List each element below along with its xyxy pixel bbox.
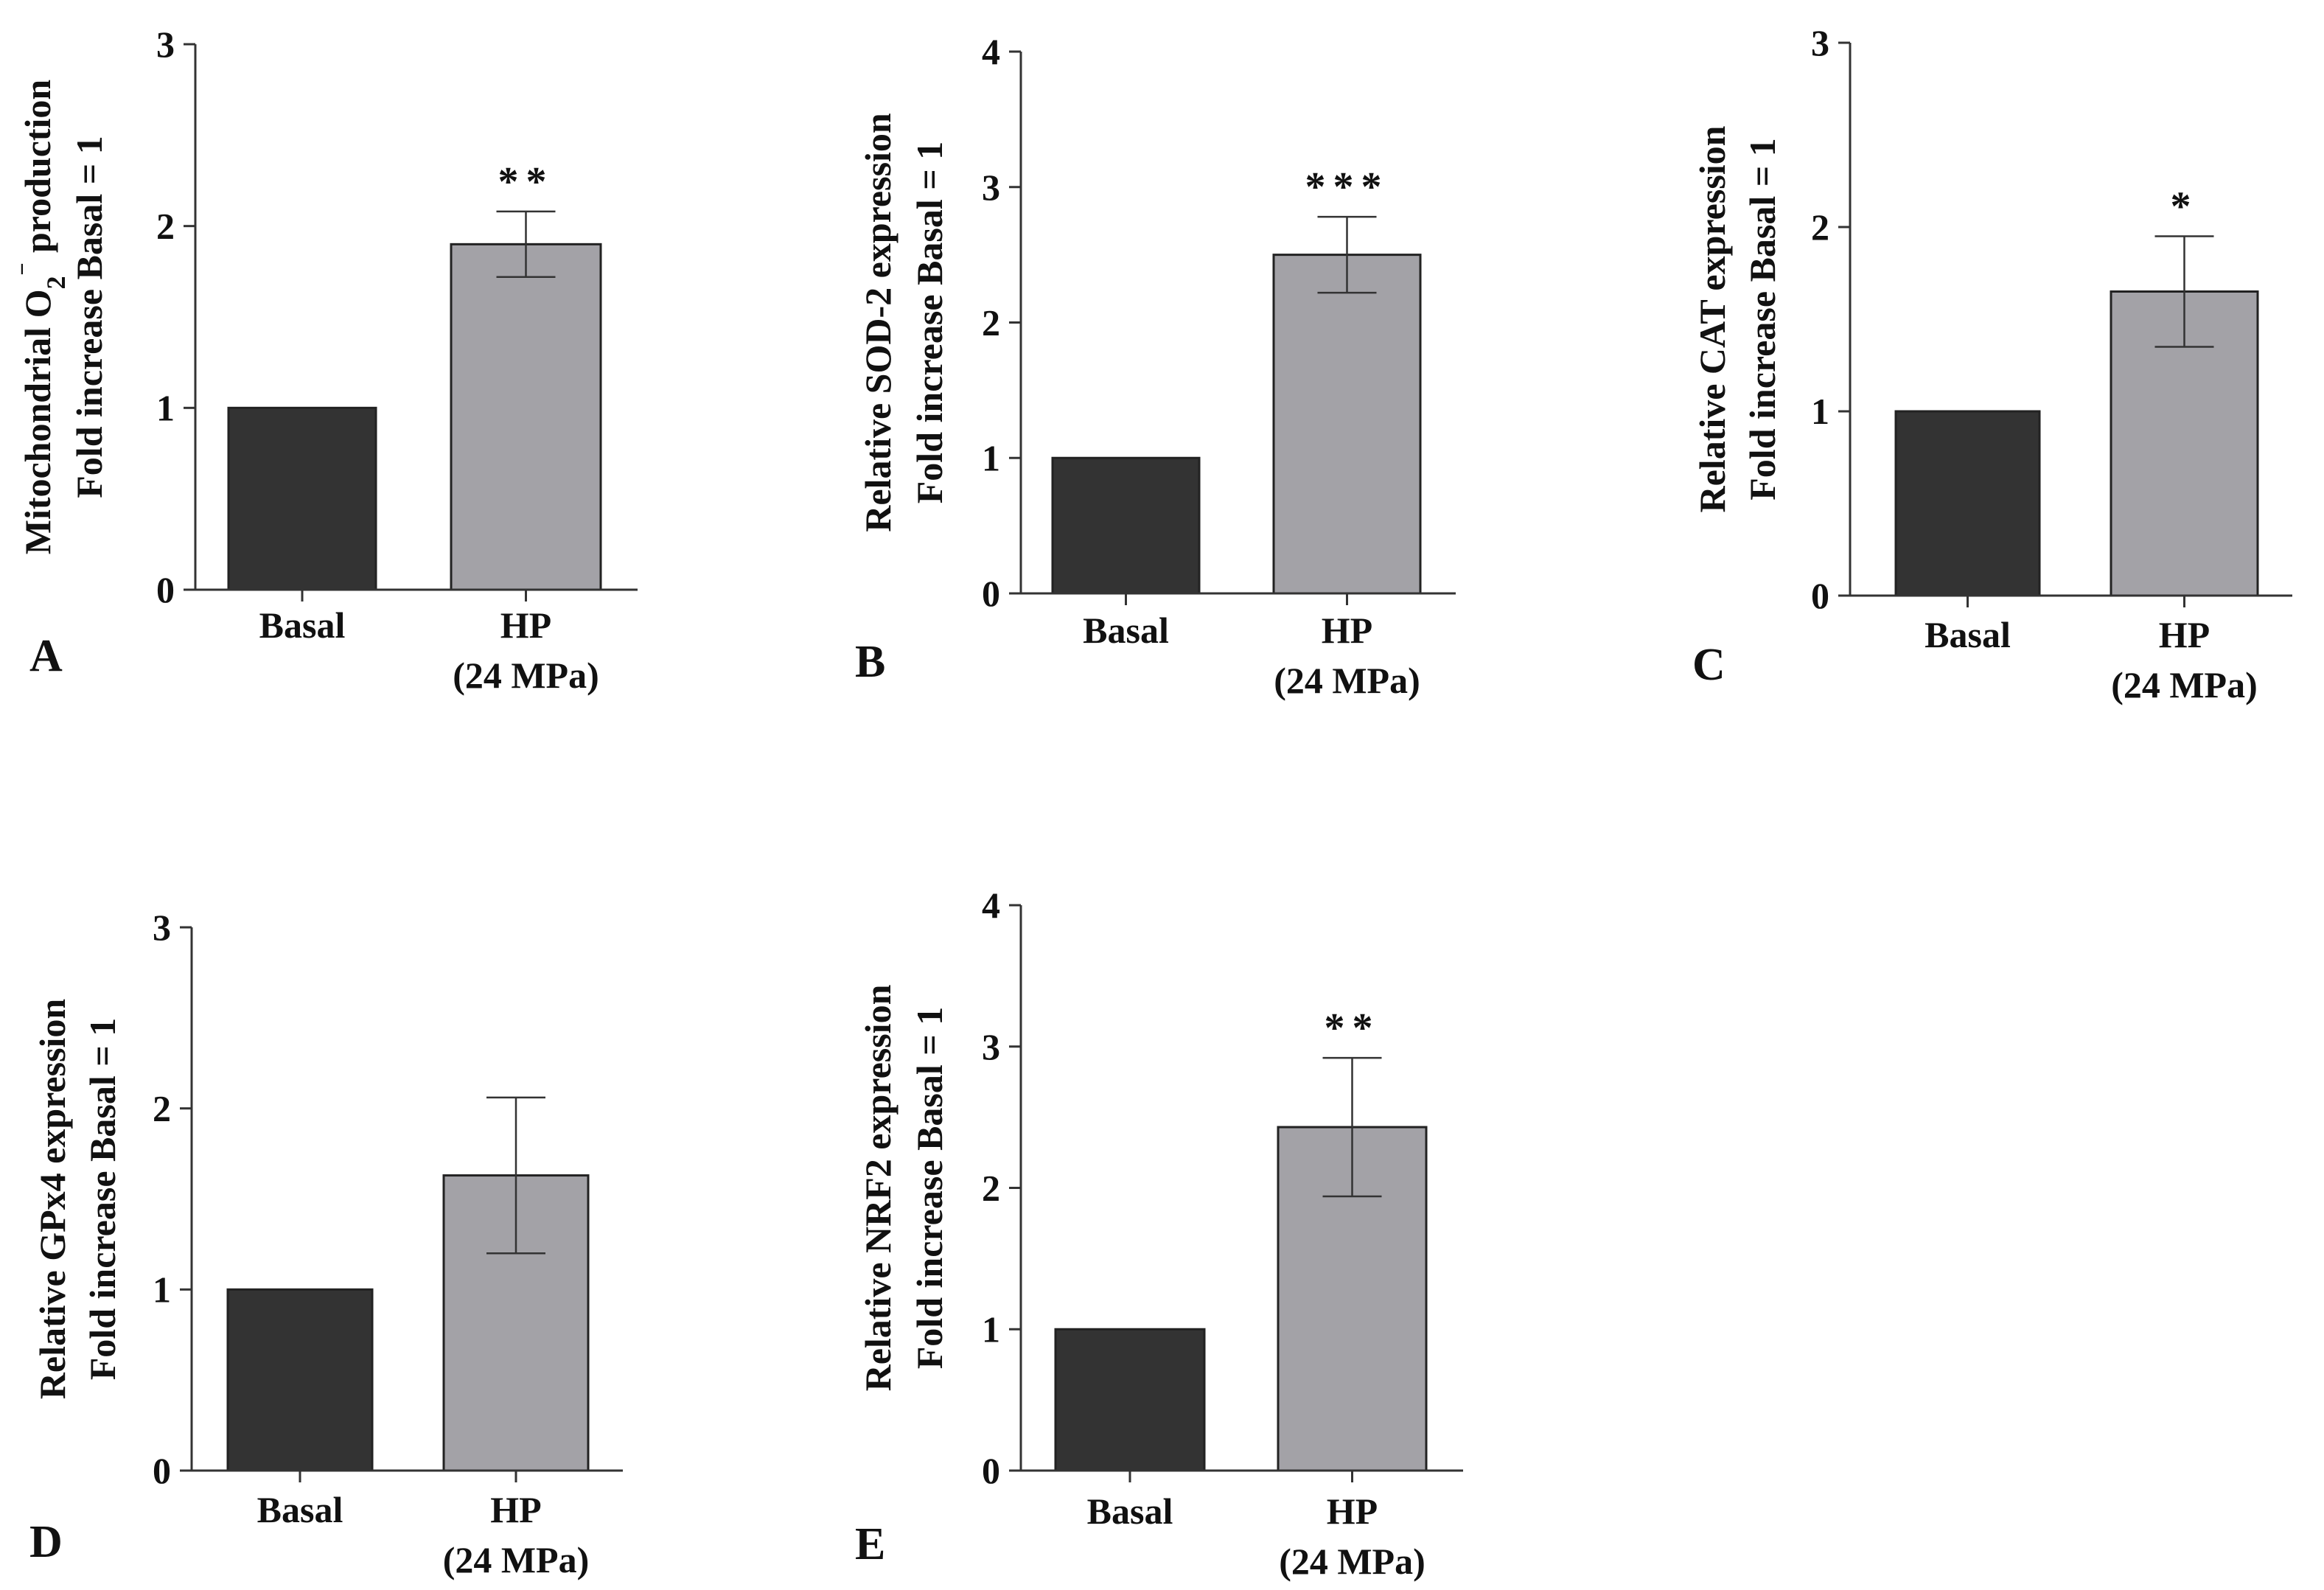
- y-axis-label: Relative SOD-2 expression: [857, 113, 898, 532]
- significance-label: *: [2171, 184, 2199, 230]
- y-tick-label: 0: [982, 1450, 1000, 1491]
- chart-panel-C: * 0 1 2 3 Basal HP (24 MPa) Relative CAT express…: [1692, 22, 2292, 705]
- bar-basal: [227, 406, 377, 591]
- x-tick-label: HP: [2159, 614, 2210, 655]
- x-tick-label: (24 MPa): [453, 655, 599, 696]
- y-tick-label: 3: [982, 167, 1000, 208]
- y-axis-label: Mitochondrial O2⁻ production: [12, 80, 71, 555]
- y-tick-label: 3: [1811, 22, 1829, 63]
- y-tick-label: 3: [156, 24, 175, 65]
- x-tick-label: Basal: [1083, 610, 1169, 651]
- x-tick-label: Basal: [1925, 614, 2011, 655]
- panel-label: B: [855, 637, 885, 687]
- bar-basal: [1894, 410, 2041, 597]
- panel-label: E: [855, 1519, 885, 1569]
- y-tick-label: 3: [982, 1026, 1000, 1067]
- bar-hp: [450, 243, 602, 591]
- y-tick-label: 3: [153, 907, 171, 948]
- panel-label: C: [1692, 640, 1725, 690]
- x-tick-label: (24 MPa): [1279, 1541, 1426, 1582]
- y-tick-label: 0: [153, 1450, 171, 1491]
- y-tick-label: 1: [982, 437, 1000, 478]
- significance-label: ***: [1305, 164, 1389, 210]
- bar-basal: [1054, 1328, 1206, 1472]
- y-tick-label: 2: [982, 1168, 1000, 1209]
- x-tick-label: HP: [500, 604, 551, 646]
- y-tick-label: 2: [982, 302, 1000, 344]
- x-tick-label: (24 MPa): [443, 1539, 590, 1580]
- y-tick-label: 1: [1811, 391, 1829, 432]
- y-axis-label-secondary: Fold increase Basal = 1: [1742, 138, 1783, 500]
- bar-hp: [1272, 254, 1422, 595]
- x-tick-label: Basal: [1087, 1490, 1173, 1532]
- y-label-subscript: 2: [41, 276, 71, 290]
- y-tick-label: 2: [153, 1088, 171, 1129]
- x-tick-label: HP: [490, 1489, 541, 1530]
- x-tick-label: Basal: [259, 604, 346, 646]
- bar-basal: [226, 1288, 374, 1472]
- chart-panel-B: *** 0 1 2 3 4 Basal HP (24 MPa) Relative SOD-2 ex…: [855, 31, 1456, 701]
- y-label-superscript: ⁻: [12, 262, 41, 276]
- y-tick-label: 1: [153, 1269, 171, 1310]
- x-tick-label: Basal: [257, 1489, 343, 1530]
- y-label-part: Mitochondrial O: [17, 290, 58, 555]
- y-tick-label: 1: [982, 1308, 1000, 1350]
- y-label-part: production: [17, 80, 58, 262]
- y-tick-label: 4: [982, 31, 1000, 72]
- bar-basal: [1051, 456, 1201, 595]
- y-axis-label: Relative GPx4 expression: [32, 999, 73, 1400]
- significance-label: **: [498, 159, 554, 205]
- x-tick-label: (24 MPa): [1274, 660, 1420, 701]
- chart-panel-E: ** 0 1 2 3 4 Basal HP (24 MPa) Relative NRF2 expr…: [855, 885, 1463, 1582]
- x-tick-label: (24 MPa): [2111, 664, 2258, 705]
- y-tick-label: 0: [156, 569, 175, 610]
- y-axis-label-secondary: Fold increase Basal = 1: [69, 136, 110, 498]
- x-tick-label: HP: [1322, 610, 1372, 651]
- y-tick-label: 0: [1811, 575, 1829, 616]
- y-axis-label: Relative NRF2 expression: [857, 984, 898, 1391]
- y-axis-label-secondary: Fold increase Basal = 1: [82, 1018, 123, 1380]
- y-axis-label-secondary: Fold increase Basal = 1: [909, 1007, 950, 1369]
- y-tick-label: 2: [156, 206, 175, 247]
- significance-label: **: [1325, 1005, 1381, 1051]
- panel-label: A: [29, 631, 63, 681]
- panel-label: D: [29, 1517, 63, 1567]
- y-tick-label: 0: [982, 573, 1000, 614]
- y-tick-label: 4: [982, 885, 1000, 926]
- y-tick-label: 2: [1811, 206, 1829, 248]
- y-tick-label: 1: [156, 387, 175, 428]
- y-axis-label-secondary: Fold increase Basal = 1: [909, 142, 950, 503]
- x-tick-label: HP: [1327, 1490, 1378, 1532]
- chart-panel-D: 0 1 2 3 Basal HP (24 MPa) Relative GPx4 express…: [29, 907, 623, 1580]
- y-axis-label: Relative CAT expression: [1692, 125, 1733, 512]
